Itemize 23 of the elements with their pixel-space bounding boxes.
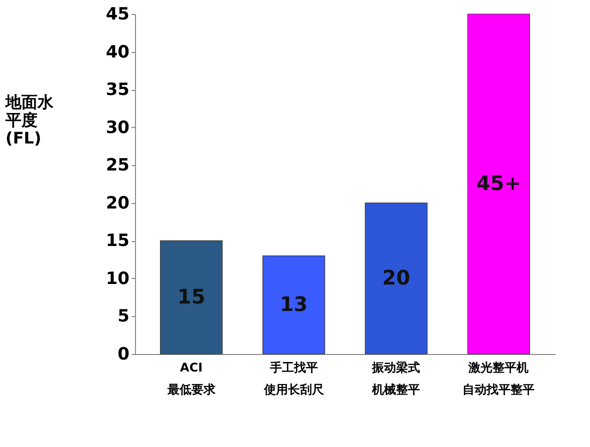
- y-tick-label: 5: [118, 306, 130, 327]
- bar: [160, 240, 223, 354]
- x-tick-label: 振动梁式机械整平: [371, 360, 420, 396]
- data-label: 15: [177, 284, 206, 308]
- y-tick-label: 40: [106, 42, 130, 62]
- y-axis-title: 地面水平度(FL): [4, 92, 54, 148]
- x-tick-label: 手工找平使用长刮尺: [262, 360, 325, 396]
- y-tick-label: 10: [106, 268, 130, 289]
- y-tick-label: 20: [106, 193, 130, 214]
- y-tick-label: 0: [118, 344, 130, 364]
- y-tick-label: 35: [106, 80, 130, 100]
- y-tick-label: 30: [106, 118, 130, 138]
- bar: [364, 202, 428, 354]
- data-label: 13: [280, 292, 308, 316]
- data-label: 20: [382, 265, 410, 290]
- x-tick-label: ACI最低要求: [166, 360, 216, 396]
- y-tick-label: 45: [106, 4, 130, 24]
- x-tick-label: 激光整平机自动找平整平: [462, 360, 535, 396]
- y-tick-label: 25: [106, 156, 130, 176]
- data-label: 45+: [476, 171, 521, 195]
- bar: [467, 14, 530, 354]
- y-tick-label: 15: [106, 231, 130, 252]
- bar: [262, 255, 326, 354]
